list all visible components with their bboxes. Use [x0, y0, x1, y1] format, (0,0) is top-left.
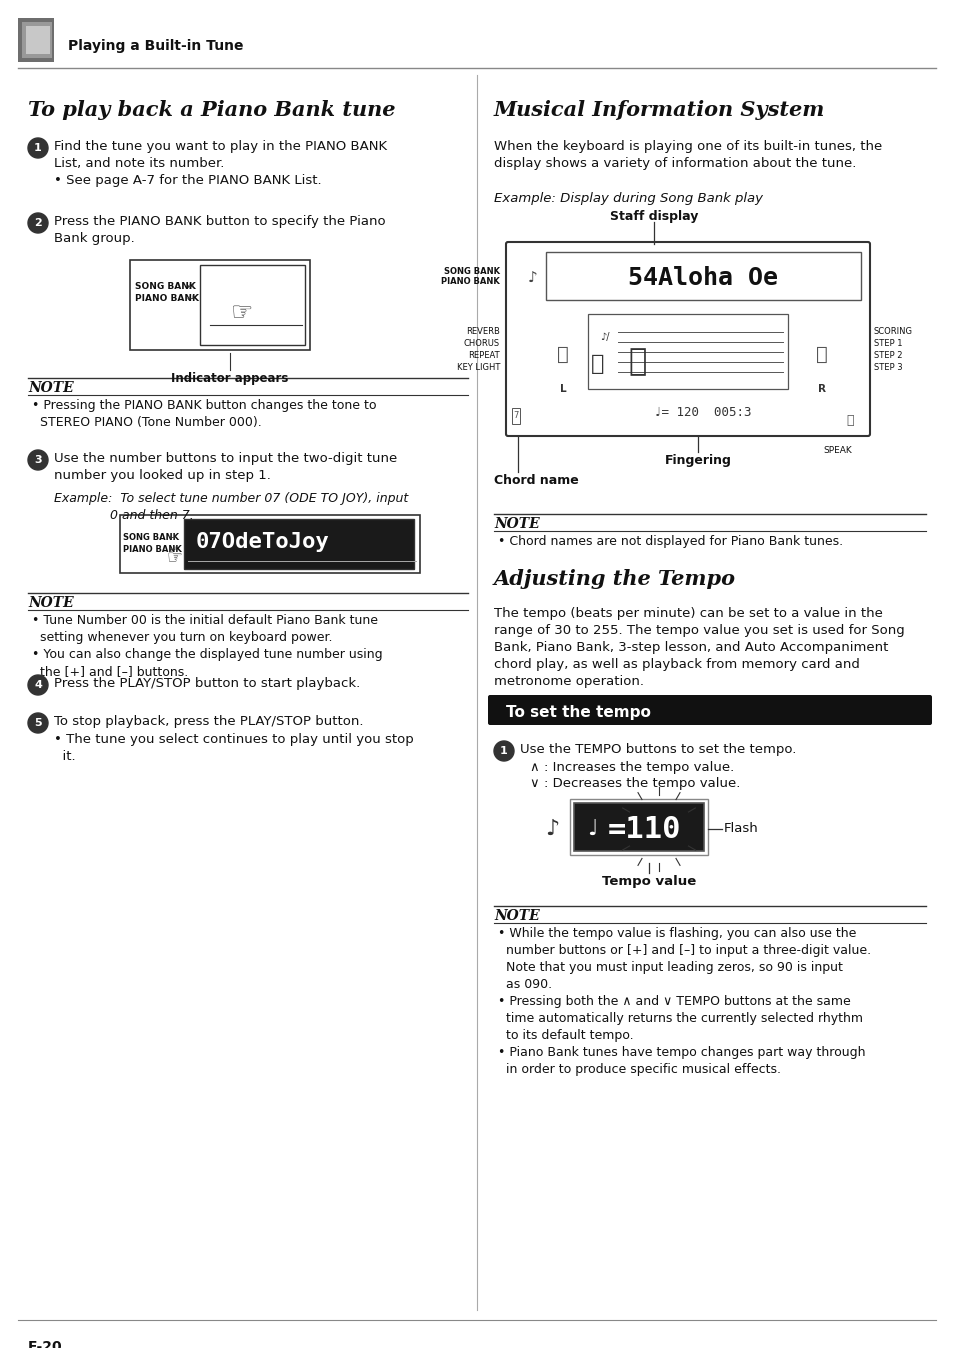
- Text: When the keyboard is playing one of its built-in tunes, the
display shows a vari: When the keyboard is playing one of its …: [494, 140, 882, 170]
- FancyBboxPatch shape: [488, 696, 931, 725]
- Text: ♪: ♪: [528, 271, 537, 286]
- Text: SONG BANK: SONG BANK: [123, 532, 179, 542]
- Text: ♩: ♩: [586, 820, 597, 838]
- Text: Adjusting the Tempo: Adjusting the Tempo: [494, 569, 735, 589]
- Bar: [130, 260, 310, 350]
- Text: NOTE: NOTE: [494, 909, 539, 923]
- Text: 5: 5: [34, 718, 42, 728]
- Text: CHORUS: CHORUS: [463, 340, 499, 349]
- Text: Press the PLAY/STOP button to start playback.: Press the PLAY/STOP button to start play…: [54, 677, 360, 690]
- Circle shape: [28, 137, 48, 158]
- Text: NOTE: NOTE: [28, 596, 73, 611]
- Bar: [545, 252, 861, 301]
- Bar: [22, 22, 52, 58]
- Text: 4: 4: [34, 679, 42, 690]
- Text: ♩= 120  005:3: ♩= 120 005:3: [654, 406, 751, 418]
- Text: Example:  To select tune number 07 (ODE TO JOY), input
              0 and then : Example: To select tune number 07 (ODE T…: [54, 492, 408, 522]
- Text: ∧ : Increases the tempo value.: ∧ : Increases the tempo value.: [530, 762, 734, 774]
- Text: Use the TEMPO buttons to set the tempo.: Use the TEMPO buttons to set the tempo.: [519, 743, 796, 756]
- Text: • Chord names are not displayed for Piano Bank tunes.: • Chord names are not displayed for Pian…: [497, 535, 842, 549]
- Text: NOTE: NOTE: [494, 518, 539, 531]
- Text: 👤: 👤: [845, 414, 853, 426]
- Text: To stop playback, press the PLAY/STOP button.: To stop playback, press the PLAY/STOP bu…: [54, 714, 363, 728]
- Text: Tempo value: Tempo value: [601, 875, 696, 888]
- Text: PIANO BANK: PIANO BANK: [123, 545, 182, 554]
- Circle shape: [28, 713, 48, 733]
- Text: • While the tempo value is flashing, you can also use the
  number buttons or [+: • While the tempo value is flashing, you…: [497, 927, 870, 1076]
- Text: SCORING: SCORING: [873, 328, 912, 337]
- Text: Musical Information System: Musical Information System: [494, 100, 824, 120]
- Text: ↵: ↵: [187, 294, 195, 305]
- Text: • Tune Number 00 is the initial default Piano Bank tune
  setting whenever you t: • Tune Number 00 is the initial default …: [32, 613, 382, 678]
- Circle shape: [494, 741, 514, 762]
- Text: To play back a Piano Bank tune: To play back a Piano Bank tune: [28, 100, 395, 120]
- Bar: [26, 26, 50, 54]
- Text: STEP 2: STEP 2: [873, 352, 902, 360]
- Text: 07OdeToJoy: 07OdeToJoy: [195, 532, 330, 551]
- Text: Find the tune you want to play in the PIANO BANK
List, and note its number.
• Se: Find the tune you want to play in the PI…: [54, 140, 387, 187]
- Text: SONG BANK: SONG BANK: [135, 282, 195, 291]
- Bar: [587, 314, 787, 390]
- Bar: [569, 799, 707, 855]
- Text: Example: Display during Song Bank play: Example: Display during Song Bank play: [494, 191, 762, 205]
- Text: ☞: ☞: [167, 549, 183, 566]
- Text: Flash: Flash: [723, 822, 758, 836]
- Bar: [200, 266, 305, 345]
- Text: ☞: ☞: [231, 301, 253, 325]
- Circle shape: [28, 675, 48, 696]
- Text: 2: 2: [34, 218, 42, 228]
- Text: Use the number buttons to input the two-digit tune
number you looked up in step : Use the number buttons to input the two-…: [54, 452, 396, 483]
- Text: • Pressing the PIANO BANK button changes the tone to
  STEREO PIANO (Tone Number: • Pressing the PIANO BANK button changes…: [32, 399, 376, 429]
- Text: ↵: ↵: [169, 545, 177, 555]
- Bar: [512, 408, 519, 425]
- Text: 1: 1: [34, 143, 42, 154]
- Text: ♪: ♪: [544, 820, 558, 838]
- Text: L: L: [559, 384, 566, 394]
- Text: REPEAT: REPEAT: [468, 352, 499, 360]
- Text: • The tune you select continues to play until you stop
  it.: • The tune you select continues to play …: [54, 733, 414, 763]
- Text: Indicator appears: Indicator appears: [172, 372, 289, 386]
- Text: 🤚: 🤚: [557, 345, 568, 364]
- Circle shape: [28, 213, 48, 233]
- Text: 🤚: 🤚: [815, 345, 827, 364]
- Text: Playing a Built-in Tune: Playing a Built-in Tune: [68, 39, 243, 53]
- Text: 3: 3: [34, 456, 42, 465]
- Text: To set the tempo: To set the tempo: [505, 705, 650, 720]
- Text: SONG BANK: SONG BANK: [443, 267, 499, 275]
- Text: Fingering: Fingering: [664, 454, 731, 466]
- Text: E-20: E-20: [28, 1340, 63, 1348]
- Text: STEP 3: STEP 3: [873, 364, 902, 372]
- Text: The tempo (beats per minute) can be set to a value in the
range of 30 to 255. Th: The tempo (beats per minute) can be set …: [494, 607, 903, 687]
- Text: 𝄞: 𝄞: [628, 348, 646, 376]
- Bar: [18, 18, 54, 62]
- Text: Press the PIANO BANK button to specify the Piano
Bank group.: Press the PIANO BANK button to specify t…: [54, 214, 385, 245]
- Bar: [120, 515, 419, 573]
- Text: R: R: [817, 384, 825, 394]
- Text: 𝄢: 𝄢: [591, 355, 604, 373]
- Text: PIANO BANK: PIANO BANK: [441, 278, 499, 287]
- Text: ♪/: ♪/: [599, 332, 609, 342]
- Text: REVERB: REVERB: [466, 328, 499, 337]
- Text: ∨ : Decreases the tempo value.: ∨ : Decreases the tempo value.: [530, 776, 740, 790]
- Text: Chord name: Chord name: [494, 474, 578, 487]
- Text: Staff display: Staff display: [609, 210, 698, 222]
- Text: SPEAK: SPEAK: [822, 446, 851, 456]
- Text: 54Aloha Oe: 54Aloha Oe: [628, 266, 778, 290]
- Text: ↵: ↵: [187, 282, 195, 293]
- Text: ↵: ↵: [169, 532, 177, 543]
- Text: =110: =110: [608, 814, 681, 844]
- Text: KEY LIGHT: KEY LIGHT: [456, 364, 499, 372]
- Text: STEP 1: STEP 1: [873, 340, 902, 349]
- FancyBboxPatch shape: [505, 243, 869, 435]
- Text: 1: 1: [499, 745, 507, 756]
- Circle shape: [28, 450, 48, 470]
- Text: NOTE: NOTE: [28, 381, 73, 395]
- Text: PIANO BANK: PIANO BANK: [135, 294, 199, 303]
- Text: 7: 7: [513, 411, 517, 421]
- Bar: [184, 519, 414, 569]
- Bar: [574, 803, 703, 851]
